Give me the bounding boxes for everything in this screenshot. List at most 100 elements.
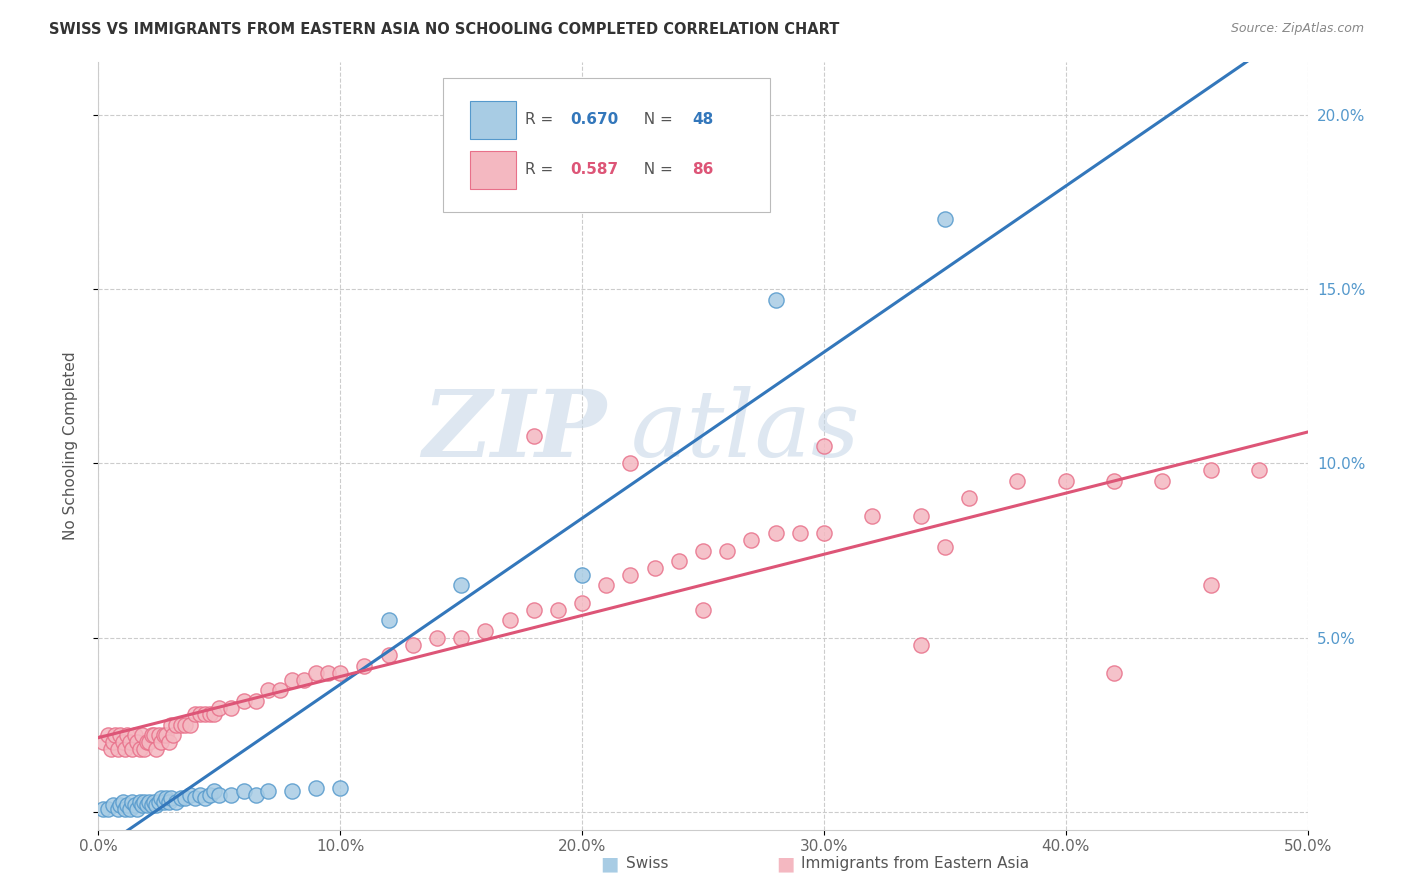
Point — [789, 526, 811, 541]
Point — [108, 798, 131, 813]
Text: Source: ZipAtlas.com: Source: ZipAtlas.com — [1230, 22, 1364, 36]
Point — [101, 798, 124, 813]
Point — [305, 780, 328, 795]
Point — [148, 728, 170, 742]
Point — [198, 707, 221, 722]
Text: 48: 48 — [692, 112, 713, 128]
Text: R =: R = — [526, 162, 558, 178]
Point — [329, 665, 352, 680]
Point — [329, 780, 352, 795]
Text: SWISS VS IMMIGRANTS FROM EASTERN ASIA NO SCHOOLING COMPLETED CORRELATION CHART: SWISS VS IMMIGRANTS FROM EASTERN ASIA NO… — [49, 22, 839, 37]
Point — [1199, 578, 1222, 592]
Point — [281, 673, 304, 687]
Point — [148, 795, 170, 809]
Point — [269, 683, 291, 698]
Point — [145, 742, 167, 756]
Text: 0.587: 0.587 — [569, 162, 619, 178]
Point — [188, 788, 211, 802]
Point — [117, 798, 139, 813]
Point — [124, 798, 146, 813]
Point — [165, 718, 187, 732]
Point — [353, 658, 375, 673]
Text: Immigrants from Eastern Asia: Immigrants from Eastern Asia — [801, 856, 1029, 871]
Point — [644, 561, 666, 575]
Point — [716, 543, 738, 558]
Point — [160, 791, 183, 805]
Point — [292, 673, 315, 687]
Point — [138, 795, 160, 809]
Point — [135, 798, 157, 813]
Point — [179, 788, 201, 802]
Point — [188, 707, 211, 722]
Point — [118, 735, 141, 749]
Point — [957, 491, 980, 506]
Point — [377, 648, 399, 663]
Point — [547, 603, 569, 617]
Point — [107, 802, 129, 816]
Point — [121, 742, 143, 756]
Point — [114, 742, 136, 756]
Point — [143, 795, 166, 809]
Point — [157, 735, 180, 749]
Point — [91, 735, 114, 749]
Point — [111, 795, 134, 809]
Point — [245, 788, 267, 802]
Point — [152, 728, 174, 742]
Point — [111, 735, 134, 749]
Point — [141, 798, 163, 813]
Point — [194, 791, 217, 805]
Point — [813, 526, 835, 541]
Point — [184, 791, 207, 805]
Point — [595, 578, 617, 592]
Point — [765, 293, 787, 307]
Point — [450, 631, 472, 645]
Point — [668, 554, 690, 568]
Point — [124, 728, 146, 742]
Y-axis label: No Schooling Completed: No Schooling Completed — [63, 351, 77, 541]
Point — [155, 791, 177, 805]
Point — [131, 798, 153, 813]
Text: N =: N = — [634, 162, 678, 178]
Point — [143, 728, 166, 742]
Point — [281, 784, 304, 798]
Point — [1054, 474, 1077, 488]
Point — [138, 735, 160, 749]
Point — [256, 683, 278, 698]
Point — [194, 707, 217, 722]
Point — [256, 784, 278, 798]
Point — [131, 728, 153, 742]
Point — [127, 735, 149, 749]
Point — [152, 795, 174, 809]
Point — [141, 728, 163, 742]
Point — [1249, 463, 1271, 477]
Point — [692, 543, 714, 558]
Point — [1007, 474, 1029, 488]
Point — [305, 665, 328, 680]
Point — [765, 526, 787, 541]
Text: 0.670: 0.670 — [569, 112, 619, 128]
Point — [128, 742, 150, 756]
Point — [934, 540, 956, 554]
Point — [127, 802, 149, 816]
Point — [108, 728, 131, 742]
Point — [174, 791, 197, 805]
Point — [1199, 463, 1222, 477]
Point — [619, 568, 641, 582]
Point — [402, 638, 425, 652]
Point — [169, 718, 191, 732]
Point — [740, 533, 762, 548]
Point — [450, 578, 472, 592]
Point — [1152, 474, 1174, 488]
Point — [910, 638, 932, 652]
Text: 86: 86 — [692, 162, 713, 178]
Point — [523, 603, 546, 617]
Point — [498, 613, 520, 627]
Point — [316, 665, 339, 680]
Point — [571, 596, 593, 610]
Point — [377, 613, 399, 627]
Point — [121, 795, 143, 809]
Point — [692, 603, 714, 617]
Point — [204, 784, 226, 798]
Point — [934, 212, 956, 227]
Point — [813, 439, 835, 453]
